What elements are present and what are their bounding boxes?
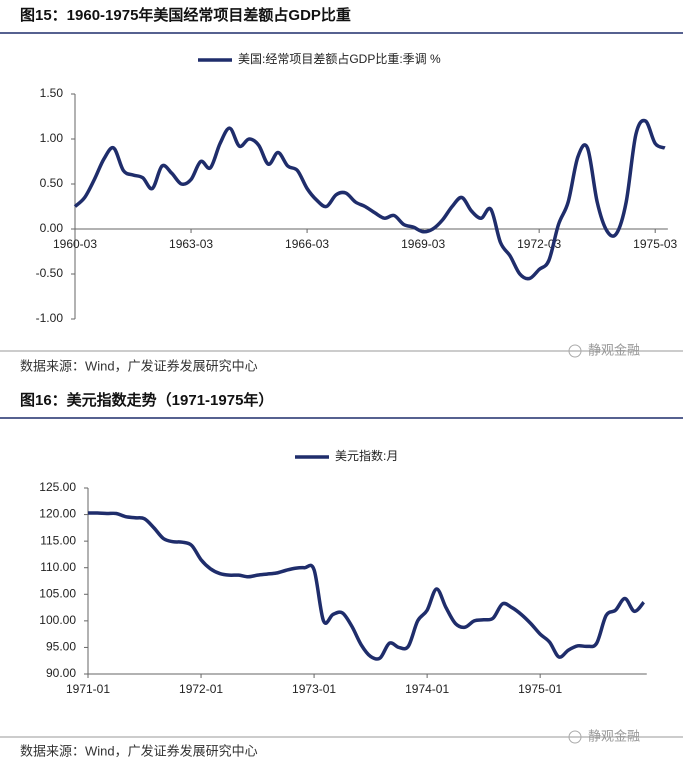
y-tick-label: 100.00: [39, 613, 76, 627]
y-tick-label: 125.00: [39, 480, 76, 494]
x-tick-label: 1960-03: [53, 237, 97, 251]
y-tick-label: 1.00: [40, 131, 64, 145]
watermark-icon: [568, 344, 582, 358]
y-tick-label: 1.50: [40, 86, 64, 100]
chart-title: 图15：1960-1975年美国经常项目差额占GDP比重: [20, 6, 351, 24]
legend-label: 美元指数:月: [335, 448, 398, 463]
watermark-icon: [568, 730, 582, 744]
y-tick-label: 115.00: [40, 533, 76, 547]
legend-label: 美国:经常项目差额占GDP比重:季调 %: [238, 51, 441, 66]
x-tick-label: 1966-03: [285, 237, 329, 251]
y-tick-label: 105.00: [39, 586, 76, 600]
series-line: [73, 118, 666, 281]
x-tick-label: 1963-03: [169, 237, 213, 251]
x-tick-label: 1972-03: [517, 237, 561, 251]
source-note: 数据来源：Wind，广发证券发展研究中心: [20, 743, 258, 758]
x-tick-label: 1971-01: [66, 682, 110, 696]
source-note: 数据来源：Wind，广发证券发展研究中心: [20, 358, 258, 373]
watermark: 静观金融: [588, 728, 640, 743]
y-tick-label: 0.50: [40, 176, 64, 190]
x-tick-label: 1972-01: [179, 682, 223, 696]
y-tick-label: 120.00: [39, 507, 76, 521]
x-tick-label: 1973-01: [292, 682, 336, 696]
y-tick-label: -1.00: [36, 311, 64, 325]
y-tick-label: 110.00: [40, 560, 76, 574]
chart-title: 图16：美元指数走势（1971-1975年）: [20, 391, 273, 409]
x-tick-label: 1969-03: [401, 237, 445, 251]
y-tick-label: 0.00: [40, 221, 64, 235]
series-line: [87, 511, 646, 661]
y-tick-label: 95.00: [46, 640, 76, 654]
x-tick-label: 1975-03: [633, 237, 677, 251]
x-tick-label: 1974-01: [405, 682, 449, 696]
watermark: 静观金融: [588, 342, 640, 357]
y-tick-label: -0.50: [36, 266, 64, 280]
x-tick-label: 1975-01: [518, 682, 562, 696]
y-tick-label: 90.00: [46, 666, 76, 680]
